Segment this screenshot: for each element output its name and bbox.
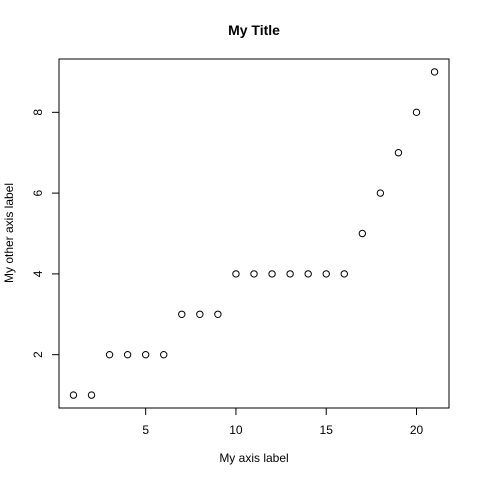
data-point <box>232 270 240 278</box>
y-tick-label: 6 <box>31 189 45 196</box>
data-point <box>105 350 114 359</box>
y-tick-label: 4 <box>31 270 45 277</box>
plot-frame <box>58 58 450 409</box>
x-axis-label: My axis label <box>219 451 288 465</box>
data-point <box>430 68 439 76</box>
x-axis: 5 10 15 20 <box>142 407 424 437</box>
y-axis: 2 4 6 8 <box>31 109 60 358</box>
y-tick-label: 8 <box>31 109 45 116</box>
data-point <box>322 270 330 278</box>
data-point <box>196 310 204 318</box>
data-point <box>178 310 186 318</box>
data-point <box>340 270 348 278</box>
y-tick-label: 2 <box>31 351 45 358</box>
data-point <box>250 270 258 278</box>
data-point <box>87 391 96 399</box>
y-axis-label: My other axis label <box>2 183 16 283</box>
data-point <box>141 350 150 359</box>
data-point <box>286 270 294 278</box>
data-point <box>376 189 385 197</box>
x-tick-label: 10 <box>229 423 243 437</box>
data-point <box>358 229 367 238</box>
x-tick-label: 15 <box>320 423 334 437</box>
x-tick-label: 5 <box>142 423 149 437</box>
data-point <box>394 149 403 157</box>
data-point <box>160 350 168 359</box>
x-tick-label: 20 <box>410 423 424 437</box>
data-point <box>412 108 421 117</box>
data-point <box>268 270 276 278</box>
data-point <box>304 270 312 278</box>
data-points <box>69 68 439 399</box>
data-point <box>123 350 132 359</box>
data-point <box>69 391 78 399</box>
chart-title: My Title <box>228 22 280 38</box>
data-point <box>214 310 222 318</box>
